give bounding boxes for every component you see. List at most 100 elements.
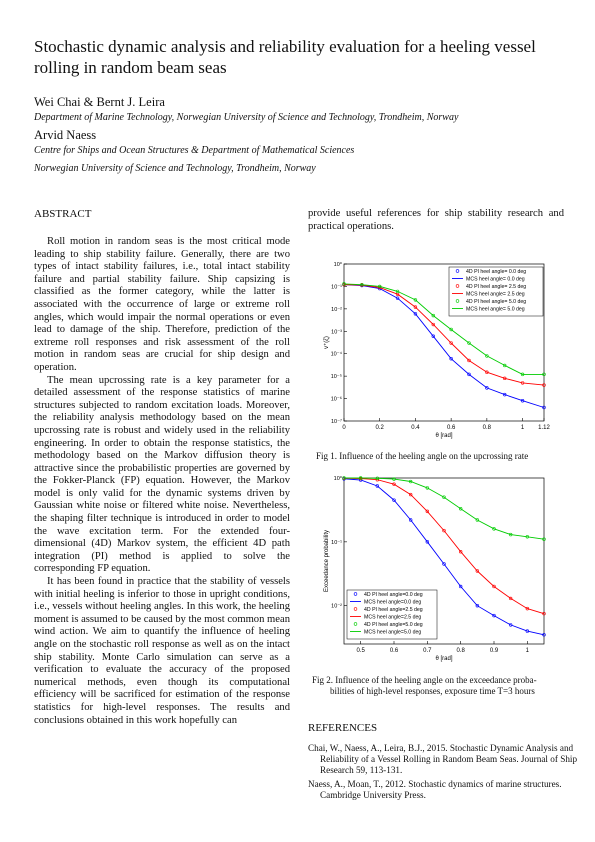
legend-swatch	[455, 284, 460, 288]
legend-entry: 4D PI heel angle= 0.0 deg	[466, 269, 526, 275]
legend-swatch	[455, 269, 460, 273]
y-tick-label: 10⁰	[334, 261, 343, 268]
data-point	[431, 334, 435, 338]
data-point	[425, 486, 430, 490]
data-point	[395, 296, 400, 300]
x-tick-label: 0.5	[356, 648, 365, 654]
data-point	[485, 354, 489, 358]
data-point	[458, 550, 463, 554]
data-point	[442, 495, 446, 499]
legend-entry: 4D PI heel angle=5.0 deg	[364, 622, 423, 628]
data-point	[431, 322, 435, 327]
data-point	[467, 341, 471, 345]
legend-swatch	[353, 592, 358, 596]
data-point	[475, 569, 480, 573]
abstract-paragraph-1: Roll motion in random seas is the most c…	[34, 236, 290, 373]
legend-entry: MCS heel angle= 5.0 deg	[466, 307, 525, 313]
x-axis-label: θ [rad]	[435, 433, 452, 439]
references-heading: REFERENCES	[308, 722, 378, 734]
y-tick-label: 10⁻⁷	[331, 418, 342, 425]
x-tick-label: 0.2	[376, 425, 385, 431]
data-point	[485, 386, 489, 390]
series-line	[344, 477, 545, 540]
x-tick-label: 1.12	[538, 425, 550, 431]
x-tick-label: 0.8	[483, 425, 492, 431]
legend-box	[448, 266, 544, 317]
x-tick-label: 0.6	[447, 425, 456, 431]
abstract-heading: ABSTRACT	[34, 208, 92, 220]
figure-2-caption-line-1: Fig 2. Influence of the heeling angle on…	[312, 675, 537, 685]
data-point	[458, 584, 463, 589]
data-point	[442, 562, 446, 566]
figure-1-caption: Fig 1. Influence of the heeling angle on…	[316, 451, 529, 461]
y-axis-label: Exceedance probability	[324, 530, 330, 592]
legend-entry: MCS heel angle= 0.0 deg	[466, 277, 525, 283]
y-tick-label: 10⁻⁵	[331, 373, 342, 380]
affiliation-2b: Norwegian University of Science and Tech…	[34, 163, 316, 174]
paper-title: Stochastic dynamic analysis and reliabil…	[34, 37, 536, 77]
figure-2-caption-line-2: bilities of high-level responses, exposu…	[330, 686, 535, 696]
abstract-paragraph-3: It has been found in practice that the s…	[34, 576, 290, 726]
data-point	[449, 341, 453, 345]
legend-swatch	[353, 607, 358, 611]
authors-line-1: Wei Chai & Bernt J. Leira	[34, 95, 165, 109]
y-tick-label: 10⁻¹	[331, 540, 342, 546]
reference-2: Naess, A., Moan, T., 2012. Stochastic dy…	[308, 779, 562, 800]
data-point	[413, 312, 418, 316]
data-point	[442, 528, 446, 533]
data-point	[503, 363, 507, 368]
affiliation-1: Department of Marine Technology, Norwegi…	[34, 112, 459, 123]
data-point	[408, 492, 413, 497]
legend-entry: MCS heel angle=2.5 deg	[364, 615, 421, 621]
legend-entry: 4D PI heel angle= 2.5 deg	[466, 284, 526, 290]
legend-swatch	[353, 622, 358, 626]
y-tick-label: 10⁻¹	[331, 284, 342, 290]
data-point	[492, 613, 496, 618]
x-tick-label: 0.9	[490, 648, 499, 654]
data-point	[458, 507, 463, 511]
data-point	[392, 498, 396, 502]
legend-entry: 4D PI heel angle= 5.0 deg	[466, 299, 526, 305]
x-tick-label: 0.8	[456, 648, 465, 654]
x-axis-label: θ [rad]	[435, 656, 452, 662]
legend-swatch	[455, 299, 460, 303]
legend-entry: 4D PI heel angle=0.0 deg	[364, 592, 423, 598]
series-line	[343, 284, 545, 386]
legend-entry: MCS heel angle=0.0 deg	[364, 600, 421, 606]
intro-text: provide useful references for ship stabi…	[308, 208, 564, 232]
y-tick-label: 10⁻³	[331, 329, 342, 335]
data-point	[467, 372, 471, 377]
data-point	[508, 596, 513, 601]
x-tick-label: 1	[526, 648, 530, 654]
x-tick-label: 0	[342, 425, 346, 431]
data-point	[449, 356, 453, 361]
data-point	[413, 305, 418, 309]
data-point	[475, 518, 480, 522]
affiliation-2a: Centre for Ships and Ocean Structures & …	[34, 145, 355, 156]
data-point	[449, 327, 453, 332]
x-tick-label: 0.7	[423, 648, 432, 654]
data-point	[508, 623, 513, 627]
series-line	[343, 283, 544, 375]
y-tick-label: 10⁻²	[331, 604, 342, 610]
y-tick-label: 10⁰	[334, 475, 343, 482]
y-axis-label: v⁺(ζ)	[323, 336, 330, 349]
legend-box	[346, 589, 438, 640]
data-point	[425, 509, 430, 514]
x-tick-label: 0.6	[390, 648, 399, 654]
abstract-body: Roll motion in random seas is the most c…	[34, 236, 290, 727]
data-point	[413, 298, 418, 302]
data-point	[425, 540, 430, 544]
y-tick-label: 10⁻²	[331, 307, 342, 313]
y-tick-label: 10⁻⁴	[331, 351, 343, 358]
figure-1: 0 0.2 0.4 0.6 0.8 1 1.12 10⁰ 10⁻¹ 10⁻² 10⁻³ 10⁻⁴ 10⁻…	[323, 261, 550, 439]
x-tick-label: 1	[521, 425, 525, 431]
legend-entry: 4D PI heel angle=2.5 deg	[364, 607, 423, 613]
data-point	[467, 358, 471, 363]
y-tick-label: 10⁻⁶	[331, 396, 342, 403]
legend-entry: MCS heel angle=5.0 deg	[364, 630, 421, 636]
right-column-intro: provide useful references for ship stabi…	[308, 208, 564, 233]
series-line	[343, 284, 545, 408]
reference-1: Chai, W., Naess, A., Leira, B.J., 2015. …	[308, 743, 578, 775]
figure-2: 0.5 0.6 0.7 0.8 0.9 1 10⁰ 10⁻¹ 10⁻² θ [rad] Exceed…	[324, 475, 546, 662]
